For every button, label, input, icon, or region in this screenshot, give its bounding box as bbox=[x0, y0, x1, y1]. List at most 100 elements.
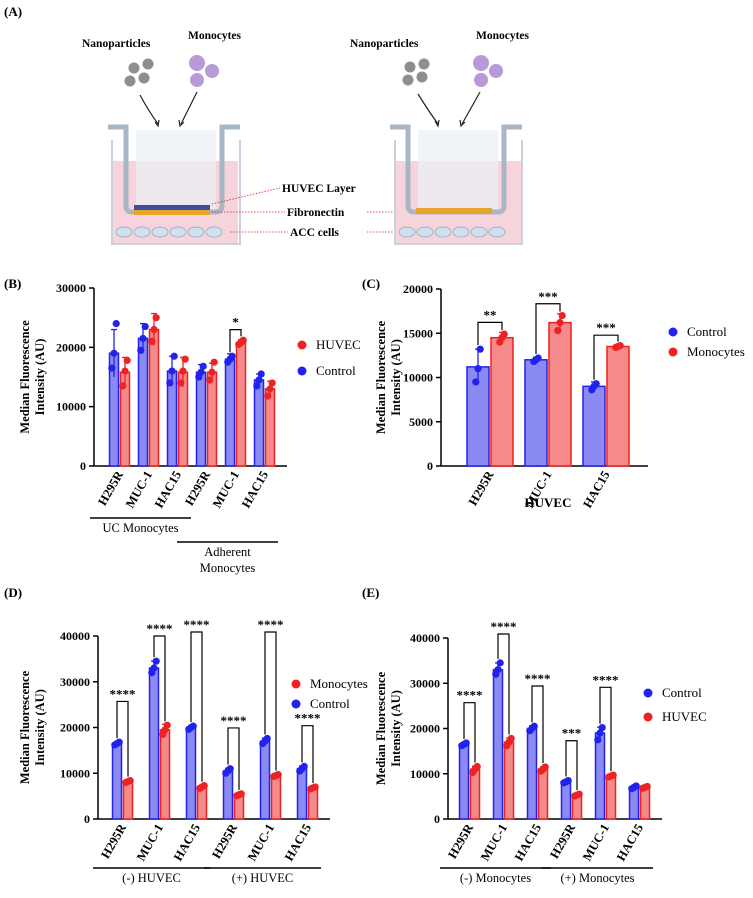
significance-label: *** bbox=[562, 726, 582, 741]
panel-label: (C) bbox=[362, 276, 380, 291]
acc-cells-right bbox=[398, 226, 506, 238]
data-point bbox=[541, 763, 549, 771]
data-point bbox=[226, 765, 234, 773]
y-axis-label-line1: Median Fluorescence bbox=[18, 320, 32, 434]
category-label: HAC15 bbox=[512, 822, 544, 864]
fibronectin-label: Fibronectin bbox=[287, 207, 345, 219]
nanoparticle-icon bbox=[402, 58, 430, 86]
data-point bbox=[266, 385, 274, 393]
data-point bbox=[163, 721, 171, 729]
data-point bbox=[152, 657, 160, 665]
legend-marker bbox=[291, 679, 301, 689]
category-label: MUC-1 bbox=[123, 469, 155, 511]
data-point bbox=[616, 342, 624, 350]
y-axis-label-line2: Intensity (AU) bbox=[33, 689, 47, 766]
data-point bbox=[558, 311, 566, 320]
bar-huvec bbox=[639, 786, 651, 820]
category-label: H295R bbox=[445, 821, 476, 861]
data-point bbox=[609, 771, 617, 779]
data-point bbox=[166, 379, 174, 387]
panel-label: (D) bbox=[4, 585, 22, 600]
legend-marker bbox=[297, 366, 307, 376]
bar-control bbox=[526, 727, 538, 820]
y-axis-label-line2: Intensity (AU) bbox=[389, 690, 403, 767]
bar-monocytes bbox=[159, 729, 171, 820]
fibronectin-mark-right bbox=[416, 208, 492, 214]
bar-control bbox=[458, 743, 470, 820]
nanoparticle-icon bbox=[124, 58, 154, 87]
data-point bbox=[141, 322, 149, 331]
data-point bbox=[197, 368, 205, 376]
data-point bbox=[170, 352, 178, 360]
legend-label: Monocytes bbox=[310, 676, 368, 691]
data-point bbox=[181, 355, 189, 363]
acc-cells-left bbox=[115, 226, 223, 238]
y-axis-label-line1: Median Fluorescence bbox=[18, 670, 32, 784]
bar-monocytes bbox=[307, 787, 319, 820]
significance-bracket bbox=[264, 631, 277, 771]
legend-label: Control bbox=[310, 696, 350, 711]
significance-bracket bbox=[565, 740, 578, 791]
bar-huvec bbox=[503, 741, 515, 820]
left-monocytes-label: Monocytes bbox=[188, 30, 242, 42]
bar-control bbox=[594, 732, 606, 820]
y-tick-label: 0 bbox=[84, 812, 90, 826]
category-label: HAC15 bbox=[282, 822, 314, 864]
bar-control bbox=[148, 667, 160, 820]
monocyte-icon bbox=[473, 55, 503, 87]
bar-huvec bbox=[469, 768, 481, 820]
data-point bbox=[152, 314, 160, 322]
data-point bbox=[179, 367, 187, 375]
data-point bbox=[496, 659, 504, 667]
bar-control bbox=[137, 337, 149, 467]
data-point bbox=[632, 782, 640, 790]
panel-e-chart: (E) Median Fluorescence Intensity (AU) 0 100… bbox=[362, 585, 707, 885]
arrow-nanoparticles-right bbox=[417, 93, 439, 125]
significance-label: **** bbox=[295, 711, 321, 726]
data-point bbox=[476, 345, 484, 353]
legend-label: Control bbox=[687, 324, 727, 339]
y-axis-label-line2: Intensity (AU) bbox=[33, 339, 47, 416]
data-point bbox=[110, 349, 118, 357]
significance-label: **** bbox=[147, 621, 173, 636]
data-point bbox=[137, 346, 145, 354]
significance-label: *** bbox=[538, 289, 558, 304]
significance-label: * bbox=[232, 315, 239, 330]
data-point bbox=[126, 776, 134, 785]
significance-label: **** bbox=[525, 671, 551, 686]
data-point bbox=[268, 379, 276, 387]
legend-marker bbox=[643, 688, 653, 698]
group-label: (-) Monocytes bbox=[460, 871, 531, 885]
significance-bracket bbox=[190, 631, 203, 782]
category-label: HAC15 bbox=[239, 469, 271, 511]
acc-cells-label: ACC cells bbox=[290, 227, 339, 239]
significance-bracket bbox=[227, 727, 240, 790]
category-label: MUC-1 bbox=[580, 822, 612, 864]
arrow-monocytes-right bbox=[461, 91, 481, 125]
legend-label: Monocytes bbox=[687, 344, 745, 359]
data-point bbox=[264, 392, 272, 400]
group-label-line1: Adherent bbox=[204, 545, 251, 559]
arrow-monocytes-left bbox=[180, 91, 198, 125]
data-point bbox=[472, 378, 480, 386]
significance-label: ** bbox=[484, 307, 497, 322]
y-tick-label: 10000 bbox=[56, 400, 86, 414]
data-point bbox=[564, 776, 572, 785]
category-label: HAC15 bbox=[580, 469, 612, 511]
y-tick-label: 40000 bbox=[60, 629, 90, 643]
group-label-line2: Monocytes bbox=[200, 561, 256, 575]
data-point bbox=[139, 334, 147, 343]
bar-control bbox=[259, 740, 271, 820]
data-point bbox=[500, 330, 508, 338]
monocyte-icon bbox=[189, 55, 219, 87]
significance-bracket bbox=[531, 685, 544, 763]
legend-marker bbox=[668, 347, 678, 357]
category-label: MUC-1 bbox=[210, 469, 242, 511]
bar-huvec bbox=[264, 388, 276, 467]
huvec-layer-label: HUVEC Layer bbox=[282, 183, 356, 195]
category-label: H295R bbox=[98, 821, 129, 861]
y-tick-label: 20000 bbox=[56, 340, 86, 354]
y-axis-label-line1: Median Fluorescence bbox=[374, 320, 388, 434]
y-tick-label: 20000 bbox=[403, 282, 433, 296]
bar-monocytes bbox=[490, 336, 514, 467]
